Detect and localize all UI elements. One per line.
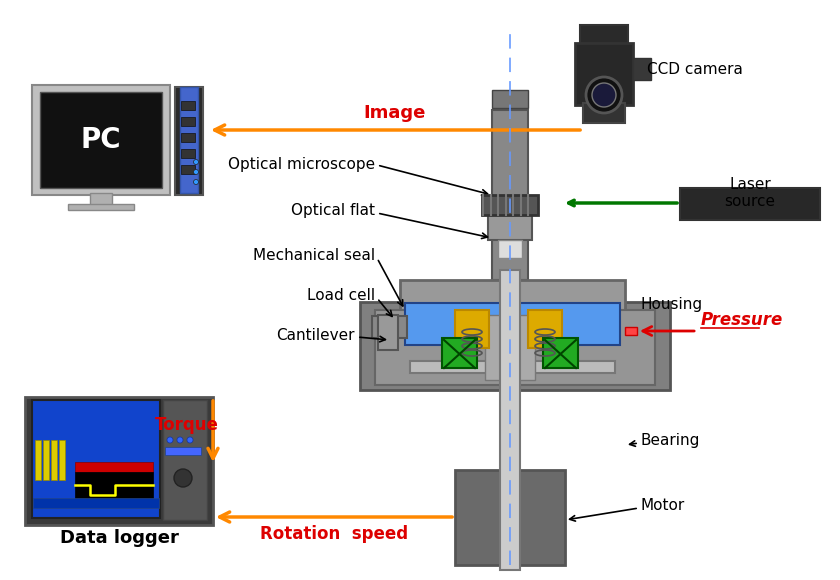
Bar	[543, 338, 578, 368]
Text: Pressure: Pressure	[701, 311, 783, 329]
Text: Data logger: Data logger	[60, 529, 178, 547]
Text: CCD camera: CCD camera	[647, 63, 743, 78]
Circle shape	[187, 437, 193, 443]
Bar	[482, 195, 538, 215]
Circle shape	[592, 83, 616, 107]
Bar	[181, 133, 195, 142]
Bar	[372, 316, 407, 338]
Bar	[75, 472, 153, 500]
Bar	[400, 280, 625, 365]
Bar	[175, 87, 203, 195]
Text: Image: Image	[364, 104, 426, 122]
Bar	[575, 43, 633, 105]
Bar	[163, 400, 207, 520]
Circle shape	[193, 169, 198, 175]
Bar	[181, 149, 195, 158]
Text: Bearing: Bearing	[641, 433, 701, 448]
Bar	[498, 240, 522, 258]
Circle shape	[167, 437, 173, 443]
Text: Optical microscope: Optical microscope	[228, 158, 375, 172]
Bar	[528, 310, 562, 348]
Circle shape	[193, 179, 198, 184]
Bar	[32, 85, 170, 195]
Text: Rotation  speed: Rotation speed	[260, 525, 408, 543]
Bar	[583, 103, 625, 123]
Bar	[40, 92, 162, 188]
Bar	[165, 447, 201, 455]
Bar	[455, 470, 565, 565]
Bar	[442, 338, 477, 368]
Bar	[580, 25, 628, 45]
Bar	[680, 188, 820, 220]
Bar	[43, 440, 49, 480]
Bar	[32, 400, 160, 518]
Bar	[485, 315, 535, 380]
Bar	[51, 440, 57, 480]
Bar	[181, 101, 195, 110]
Text: Optical flat: Optical flat	[291, 202, 375, 218]
Text: Housing: Housing	[641, 298, 703, 313]
Bar	[59, 440, 65, 480]
Bar	[455, 310, 489, 348]
Bar	[35, 440, 41, 480]
Bar	[410, 361, 615, 373]
Circle shape	[177, 437, 183, 443]
Bar	[625, 327, 637, 335]
Bar	[378, 315, 398, 350]
Bar	[500, 270, 520, 570]
Bar	[181, 117, 195, 126]
Bar	[492, 90, 528, 108]
Text: Load cell: Load cell	[307, 288, 375, 303]
Text: Torque: Torque	[155, 416, 219, 434]
Bar	[633, 58, 651, 80]
Bar	[68, 204, 134, 210]
Bar	[90, 193, 112, 205]
Bar	[181, 165, 195, 174]
Bar	[75, 462, 153, 472]
Circle shape	[586, 77, 622, 113]
Text: PC: PC	[81, 126, 121, 154]
Text: Cantilever: Cantilever	[276, 328, 355, 343]
Bar	[25, 397, 213, 525]
Bar	[180, 87, 198, 193]
Bar	[492, 110, 528, 280]
Bar	[405, 303, 620, 345]
Bar	[33, 498, 159, 508]
Circle shape	[174, 469, 192, 487]
Circle shape	[193, 160, 198, 165]
Bar	[488, 214, 532, 240]
Text: Mechanical seal: Mechanical seal	[253, 248, 375, 263]
Text: Motor: Motor	[641, 498, 685, 513]
Bar	[360, 302, 670, 390]
Text: Laser
source: Laser source	[724, 177, 775, 209]
Bar	[375, 310, 655, 385]
